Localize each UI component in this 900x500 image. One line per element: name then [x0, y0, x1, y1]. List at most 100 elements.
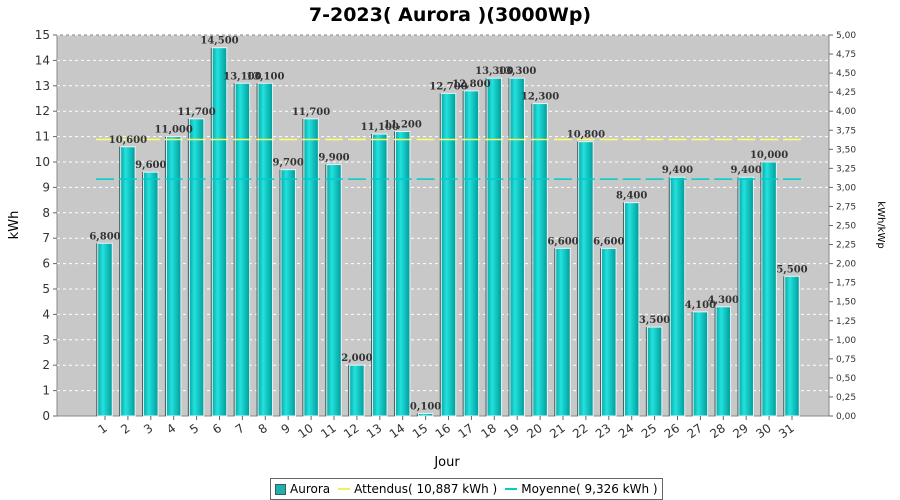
y2-tick-label: 1,00 [836, 336, 856, 346]
bar-day-5 [188, 118, 205, 417]
x-tick-label: 12 [341, 421, 362, 441]
legend-swatch-aurora [275, 483, 286, 495]
y-tick-label: 15 [35, 28, 50, 42]
y-tick-label: 8 [42, 206, 50, 220]
y2-tick-label: 0,00 [836, 412, 856, 422]
y2-tick-label: 5,00 [836, 31, 856, 41]
data-label-day-24: 8,400 [616, 191, 647, 202]
y2-tick-label: 4,00 [836, 107, 856, 117]
x-tick-label: 14 [387, 421, 408, 441]
y2-axis-label: kWh/kWp [875, 201, 886, 248]
bar-day-27 [692, 311, 709, 417]
x-tick-label: 22 [570, 421, 591, 441]
legend-swatch-moyenne [505, 488, 518, 490]
legend-label-moyenne: Moyenne( 9,326 kWh ) [521, 482, 658, 496]
x-tick-label: 29 [730, 421, 751, 441]
data-label-day-25: 3,500 [639, 315, 670, 326]
data-label-day-21: 6,600 [547, 236, 578, 247]
bar-day-1 [97, 242, 113, 417]
y-tick-label: 1 [42, 384, 50, 398]
data-label-day-16: 12,700 [429, 81, 467, 92]
bar-day-30 [761, 161, 777, 417]
x-tick-label: 6 [210, 421, 224, 437]
bar-day-24 [623, 202, 640, 417]
x-tick-label: 31 [776, 421, 797, 441]
data-label-day-28: 4,300 [708, 295, 739, 306]
x-tick-label: 4 [164, 421, 178, 437]
bar-day-6 [211, 47, 228, 417]
x-tick-label: 10 [295, 421, 316, 441]
bar-day-9 [280, 169, 296, 417]
bar-day-20 [532, 103, 548, 417]
y2-tick-label: 0,50 [836, 374, 856, 384]
data-label-day-12: 2,000 [341, 353, 372, 364]
x-tick-label: 20 [524, 421, 545, 441]
x-tick-label: 15 [410, 421, 431, 441]
legend-item-aurora: Aurora [275, 482, 330, 496]
x-axis-ticks: 1 2 3 4 5 6 7 8 9 10 11 12 13 14 15 16 17 18 19 20 21 22 23 24 2… [95, 416, 797, 441]
legend-item-attendus: Attendus( 10,887 kWh ) [338, 482, 497, 496]
y2-tick-label: 1,25 [836, 317, 856, 327]
bar-day-19 [509, 77, 525, 417]
y-tick-label: 9 [42, 180, 50, 194]
bar-day-31 [784, 275, 800, 417]
x-tick-label: 5 [187, 421, 201, 437]
y2-tick-label: 4,50 [836, 69, 856, 79]
y2-tick-label: 0,25 [836, 393, 856, 403]
data-label-day-31: 5,500 [776, 264, 807, 275]
x-tick-label: 28 [707, 421, 728, 441]
legend: Aurora Attendus( 10,887 kWh ) Moyenne( 9… [270, 478, 663, 500]
bar-day-23 [601, 247, 617, 417]
bar-day-29 [738, 176, 754, 417]
bar-day-22 [578, 141, 594, 417]
data-label-day-7: 13,100 [223, 71, 261, 82]
y2-tick-label: 1,75 [836, 279, 856, 289]
data-label-day-9: 9,700 [273, 158, 304, 169]
data-label-day-20: 12,300 [521, 92, 559, 103]
data-label-day-26: 9,400 [662, 165, 693, 176]
bar-day-3 [143, 171, 159, 417]
data-label-day-5: 11,700 [177, 107, 215, 118]
legend-label-attendus: Attendus( 10,887 kWh ) [354, 482, 498, 496]
bar-day-14 [394, 131, 411, 417]
legend-label-aurora: Aurora [290, 482, 331, 496]
data-label-day-15: 0,100 [410, 401, 441, 412]
y-tick-label: 7 [42, 231, 50, 245]
data-label-day-23: 6,600 [593, 236, 624, 247]
bar-day-25 [646, 326, 663, 417]
y-tick-label: 2 [42, 358, 50, 372]
x-tick-label: 30 [753, 421, 774, 441]
y2-tick-label: 0,75 [836, 355, 856, 365]
x-tick-label: 18 [478, 421, 499, 441]
legend-item-moyenne: Moyenne( 9,326 kWh ) [505, 482, 658, 496]
data-label-day-27: 4,100 [685, 300, 716, 311]
data-label-day-6: 14,500 [200, 36, 238, 47]
bar-day-16 [440, 92, 457, 417]
data-label-day-14: 11,200 [384, 120, 422, 131]
bar-day-28 [715, 306, 732, 417]
legend-swatch-attendus [338, 488, 351, 490]
data-label-day-4: 11,000 [155, 125, 193, 136]
x-tick-label: 7 [233, 421, 247, 437]
data-label-day-3: 9,600 [135, 160, 166, 171]
data-label-day-8: 13,100 [246, 71, 284, 82]
y-tick-label: 13 [35, 79, 50, 93]
reference-lines [96, 138, 801, 180]
y-tick-label: 10 [35, 155, 50, 169]
y2-tick-label: 1,50 [836, 298, 856, 308]
x-tick-label: 2 [118, 421, 132, 437]
x-tick-label: 16 [433, 421, 454, 441]
data-label-day-30: 10,000 [750, 150, 788, 161]
x-tick-label: 13 [364, 421, 385, 441]
y2-tick-label: 4,75 [836, 50, 856, 60]
data-label-day-13: 11,100 [361, 122, 399, 133]
y2-tick-label: 2,50 [836, 222, 856, 232]
x-tick-label: 8 [256, 421, 270, 437]
y-tick-label: 6 [42, 257, 50, 271]
y-axis-label: kWh [7, 211, 22, 240]
data-label-day-17: 12,800 [452, 79, 490, 90]
y-tick-label: 11 [35, 130, 50, 144]
bar-day-21 [555, 247, 571, 417]
y2-tick-label: 4,25 [836, 88, 856, 98]
